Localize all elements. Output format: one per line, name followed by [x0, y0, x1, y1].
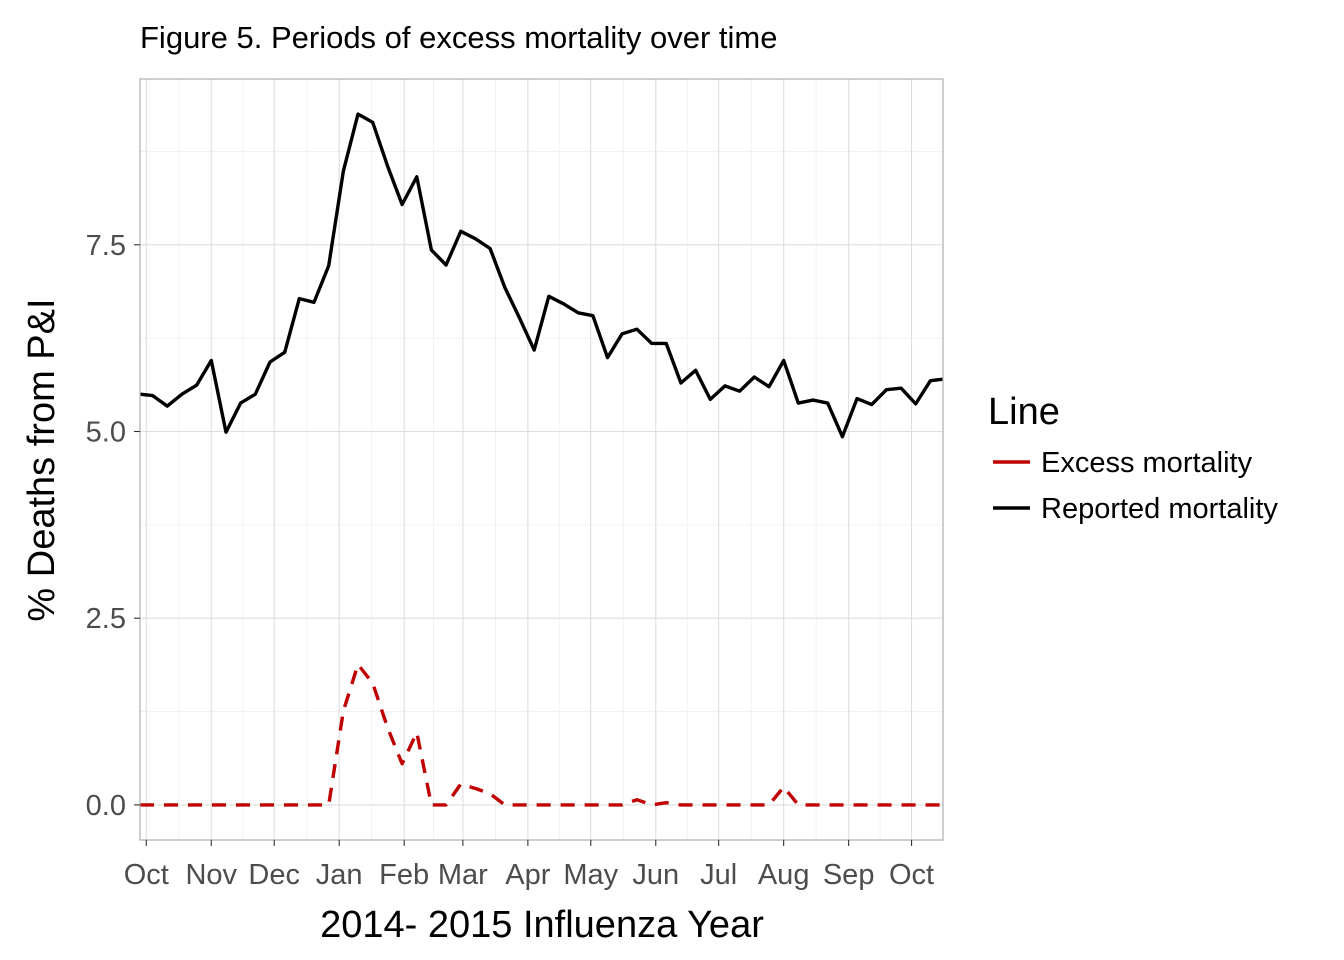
legend-label: Reported mortality: [1041, 493, 1278, 525]
y-tick-label: 5.0: [86, 416, 126, 448]
x-axis-title: 2014- 2015 Influenza Year: [320, 904, 764, 946]
y-axis-ticks: 0.0 2.5 5.0 7.5: [86, 230, 140, 822]
x-tick-label: May: [563, 859, 618, 891]
x-tick-label: Jan: [316, 859, 363, 891]
y-tick-label: 0.0: [86, 790, 126, 822]
x-tick-label: Mar: [438, 859, 488, 891]
plot-panel: [139, 78, 944, 841]
x-tick-label: Oct: [889, 859, 934, 891]
y-tick-label: 7.5: [86, 230, 126, 262]
x-tick-label: Sep: [823, 859, 875, 891]
x-tick-label: Dec: [248, 859, 300, 891]
legend-title: Line: [988, 391, 1060, 433]
y-axis-title: % Deaths from P&I: [21, 298, 63, 621]
reported-mortality-line: [139, 112, 944, 439]
y-tick-label: 2.5: [86, 603, 126, 635]
excess-mortality-line: [140, 662, 943, 807]
x-tick-label: Jul: [700, 859, 737, 891]
plot-grid: [140, 79, 943, 840]
x-tick-label: Feb: [379, 859, 429, 891]
chart-title: Figure 5. Periods of excess mortality ov…: [140, 20, 777, 55]
legend: Line Excess mortality Reported mortality: [988, 391, 1278, 525]
x-tick-label: Oct: [124, 859, 169, 891]
legend-label: Excess mortality: [1041, 447, 1253, 479]
x-tick-label: Nov: [185, 859, 237, 891]
plot-series: [139, 112, 944, 807]
x-tick-label: Apr: [505, 859, 550, 891]
x-axis-ticks: Oct Nov Dec Jan Feb Mar Apr May Jun Jul Aug Sep Oct: [124, 840, 934, 891]
legend-items: Excess mortality Reported mortality: [993, 447, 1278, 525]
x-tick-label: Jun: [632, 859, 679, 891]
x-tick-label: Aug: [758, 859, 810, 891]
